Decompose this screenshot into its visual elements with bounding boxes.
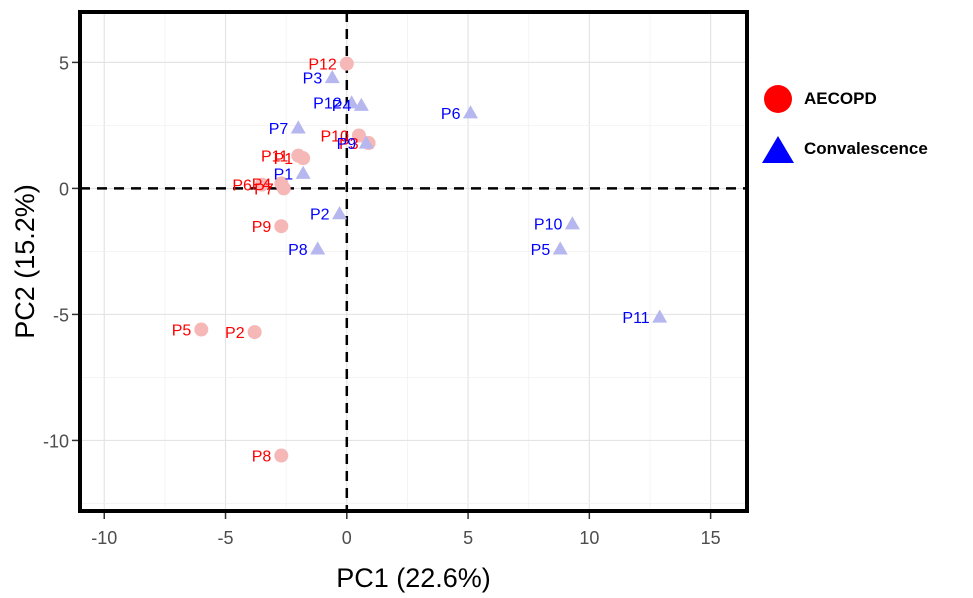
y-axis-title: PC2 (15.2%) [10, 184, 40, 339]
x-tick-label: -10 [91, 528, 117, 548]
y-tick-label: -10 [43, 431, 69, 451]
x-tick-label: 0 [342, 528, 352, 548]
circle-icon [758, 83, 798, 115]
grid-lines [80, 12, 747, 511]
label-convalescence-p10: P10 [534, 217, 563, 234]
y-tick-label: 0 [59, 179, 69, 199]
point-convalescence-p2 [332, 206, 348, 220]
legend-item-convalescence: Convalescence [758, 134, 968, 164]
point-convalescence-p10 [564, 216, 580, 230]
label-aecopd-p6: P6 [232, 178, 252, 195]
label-convalescence-p2: P2 [310, 207, 330, 224]
x-tick-label: 15 [701, 528, 721, 548]
label-aecopd-p8: P8 [252, 449, 272, 466]
point-convalescence-p3 [324, 70, 340, 84]
point-convalescence-p1 [295, 165, 311, 179]
point-convalescence-p8 [310, 241, 326, 255]
point-aecopd-p10 [351, 128, 366, 143]
label-aecopd-p10: P10 [320, 128, 349, 145]
y-tick-label: 5 [59, 53, 69, 73]
point-aecopd-p6 [254, 177, 269, 192]
label-convalescence-p8: P8 [288, 242, 308, 259]
label-aecopd-p7: P7 [254, 181, 274, 198]
reference-lines [80, 12, 747, 511]
plot-panel-border [78, 10, 749, 513]
data-points [194, 56, 668, 463]
label-aecopd-p4: P4 [252, 176, 272, 193]
label-aecopd-p9: P9 [252, 219, 272, 236]
x-axis-title: PC1 (22.6%) [336, 563, 491, 593]
legend-label-convalescence: Convalescence [804, 139, 928, 158]
label-convalescence-p3: P3 [303, 71, 323, 88]
point-aecopd-p7 [276, 181, 291, 196]
label-convalescence-p5: P5 [531, 242, 551, 259]
point-aecopd-p9 [274, 219, 289, 234]
triangle-icon [758, 133, 798, 165]
label-convalescence-p12: P12 [313, 96, 342, 113]
x-tick-label: 5 [463, 528, 473, 548]
label-convalescence-p7: P7 [269, 121, 289, 138]
label-aecopd-p5: P5 [172, 323, 192, 340]
point-aecopd-p11 [291, 148, 306, 163]
label-aecopd-p12: P12 [308, 57, 337, 74]
point-aecopd-p8 [274, 448, 289, 463]
x-tick-label: -5 [218, 528, 234, 548]
y-tick-label: -5 [53, 305, 69, 325]
label-convalescence-p4: P4 [332, 98, 352, 115]
label-convalescence-p6: P6 [441, 106, 461, 123]
legend: AECOPD Convalescence [758, 84, 968, 184]
legend-label-aecopd: AECOPD [804, 89, 877, 108]
point-aecopd-p12 [339, 56, 354, 71]
point-convalescence-p9 [358, 135, 374, 149]
label-aecopd-p11: P11 [261, 149, 288, 166]
point-convalescence-p12 [344, 95, 360, 109]
point-convalescence-p6 [462, 105, 478, 119]
label-aecopd-p2: P2 [225, 325, 245, 342]
point-aecopd-p5 [194, 322, 209, 337]
legend-item-aecopd: AECOPD [758, 84, 968, 114]
label-aecopd-p1: P1 [274, 151, 294, 168]
point-convalescence-p7 [290, 120, 306, 134]
label-aecopd-p3: P3 [339, 136, 359, 153]
point-aecopd-p2 [247, 325, 262, 340]
point-convalescence-p5 [552, 241, 568, 255]
label-convalescence-p9: P9 [337, 136, 357, 153]
label-convalescence-p11: P11 [622, 310, 649, 327]
axis-ticks: -10 -5 0 5 10 15 5 0 -5 -10 [43, 53, 721, 548]
x-tick-label: 10 [579, 528, 599, 548]
point-convalescence-p11 [652, 309, 668, 323]
label-convalescence-p1: P1 [274, 166, 294, 183]
